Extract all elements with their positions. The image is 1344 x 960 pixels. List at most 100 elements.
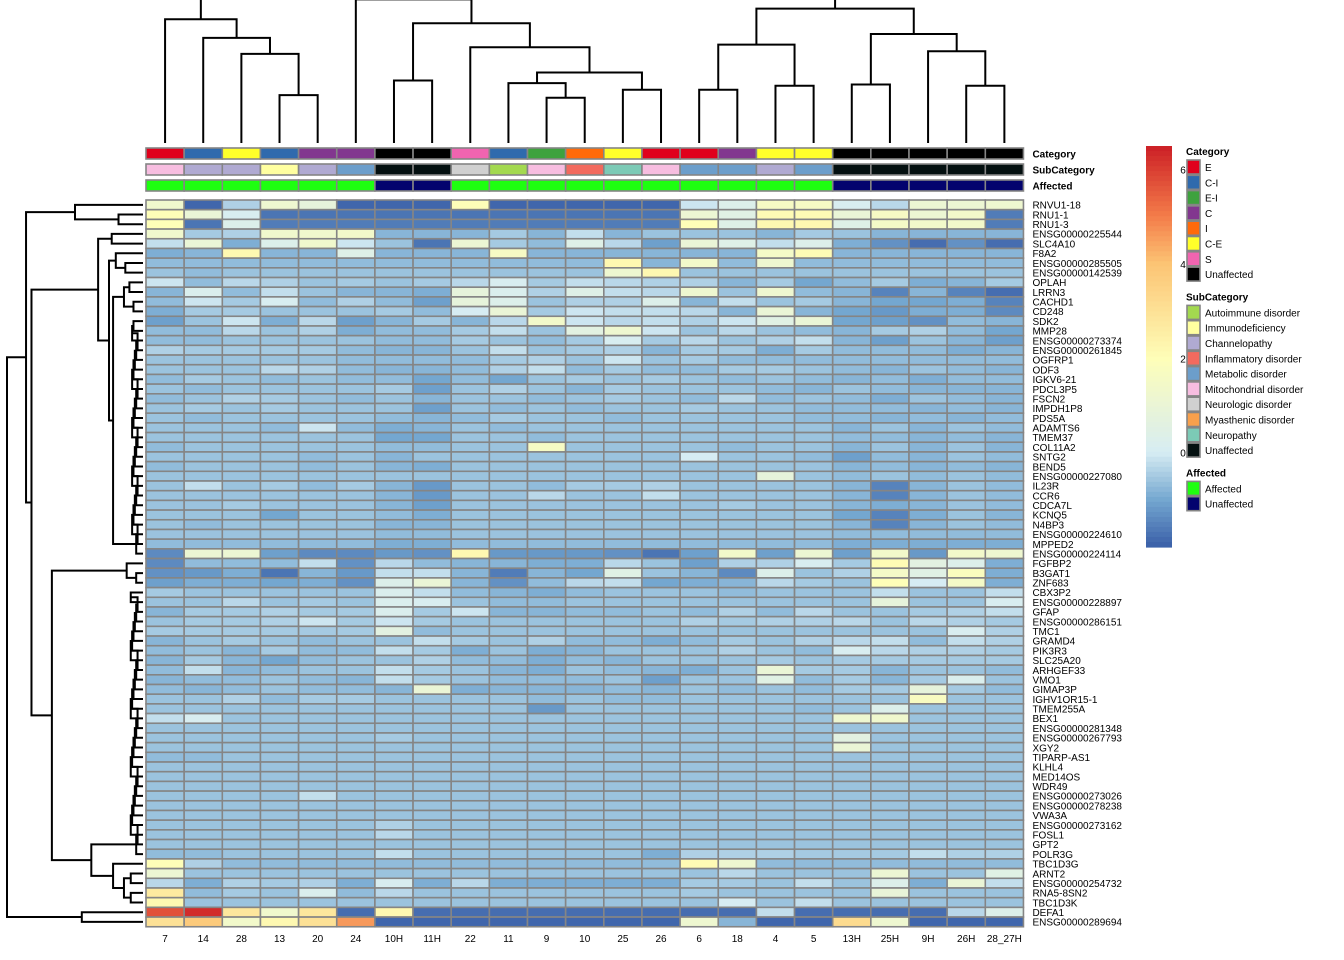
heatmap-cell (641, 567, 681, 579)
heatmap-cell (602, 838, 643, 851)
heatmap-cell (374, 208, 414, 221)
heatmap-cell (374, 509, 414, 521)
heatmap-cell (297, 509, 338, 521)
heatmap-cell (793, 799, 834, 812)
heatmap-cell (870, 538, 910, 550)
heatmap-cell (450, 790, 491, 802)
heatmap-cell (679, 412, 720, 424)
heatmap-cell (335, 267, 376, 279)
annotation-cell (221, 179, 262, 192)
heatmap-cell (412, 460, 452, 473)
heatmap-cell (526, 257, 567, 269)
heatmap-cell (946, 858, 987, 870)
heatmap-cell (297, 615, 338, 628)
heatmap-cell (526, 402, 567, 414)
heatmap-cell (908, 208, 948, 221)
heatmap-cell (450, 867, 491, 880)
heatmap-cell (145, 208, 185, 221)
heatmap-cell (488, 247, 529, 259)
heatmap-cell (870, 228, 910, 240)
heatmap-cell (297, 683, 338, 695)
heatmap-cell (984, 596, 1025, 608)
heatmap-cells (145, 199, 1025, 928)
heatmap-cell (221, 838, 262, 851)
heatmap-cell (488, 906, 529, 918)
heatmap-cell (221, 431, 262, 444)
heatmap-cell (755, 305, 796, 318)
heatmap-cell (831, 412, 872, 424)
color-scale-segment (1146, 521, 1172, 528)
annotation-cell (488, 179, 529, 192)
heatmap-cell (374, 635, 414, 647)
heatmap-cell (946, 674, 987, 686)
heatmap-cell (564, 208, 605, 221)
heatmap-cell (526, 354, 567, 366)
heatmap-cell (335, 538, 376, 550)
heatmap-cell (183, 296, 224, 308)
heatmap-cell (374, 674, 414, 686)
annotation-cell (335, 179, 376, 192)
heatmap-cell (259, 412, 300, 424)
heatmap-cell (412, 218, 452, 230)
heatmap-cell (297, 809, 338, 821)
heatmap-cell (793, 528, 834, 540)
heatmap-cell (374, 296, 414, 308)
heatmap-cell (908, 625, 948, 637)
dendrogram-branch (536, 71, 643, 90)
heatmap-cell (755, 470, 796, 482)
heatmap-cell (564, 373, 605, 385)
annotation-cell (755, 163, 796, 176)
heatmap-cell (297, 412, 338, 424)
heatmap-cell (831, 577, 872, 589)
heatmap-cell (488, 615, 529, 628)
heatmap-cell (488, 325, 529, 337)
heatmap-cell (717, 276, 758, 289)
heatmap-cell (145, 557, 185, 570)
heatmap-cell (870, 906, 910, 918)
dendrogram-branch (122, 877, 131, 899)
heatmap-cell (450, 548, 491, 560)
heatmap-cell (602, 674, 643, 686)
heatmap-cell (450, 296, 491, 308)
heatmap-cell (679, 761, 720, 773)
heatmap-cell (602, 373, 643, 385)
row-label: MED14OS (1032, 772, 1080, 783)
heatmap-cell (374, 838, 414, 851)
heatmap-cell (297, 247, 338, 259)
heatmap-cell (450, 528, 491, 540)
row-label: ENSG00000224114 (1032, 549, 1121, 560)
heatmap-cell (641, 489, 681, 502)
heatmap-cell (679, 838, 720, 851)
heatmap-cell (335, 693, 376, 705)
heatmap-cell (259, 354, 300, 366)
heatmap-cell (870, 664, 910, 676)
heatmap-cell (793, 896, 834, 909)
heatmap-cell (641, 286, 681, 298)
heatmap-cell (602, 693, 643, 705)
heatmap-cell (221, 732, 262, 744)
dendrogram-branch (117, 213, 143, 226)
heatmap-cell (488, 286, 529, 298)
heatmap-cell (145, 683, 185, 695)
heatmap-cell (793, 247, 834, 259)
heatmap-cell (602, 858, 643, 870)
heatmap-cell (602, 615, 643, 628)
heatmap-cell (221, 247, 262, 259)
heatmap-cell (870, 606, 910, 618)
heatmap-cell (755, 916, 796, 928)
heatmap-cell (984, 644, 1025, 657)
heatmap-cell (831, 819, 872, 831)
heatmap-cell (297, 470, 338, 482)
heatmap-cell (831, 518, 872, 531)
heatmap-cell (717, 412, 758, 424)
color-scale-segment (1146, 461, 1172, 468)
heatmap-cell (450, 557, 491, 570)
color-scale-segment (1146, 246, 1172, 252)
color-scale-segment (1146, 156, 1172, 162)
heatmap-cell (374, 741, 414, 754)
heatmap-cell (259, 509, 300, 521)
heatmap-cell (717, 829, 758, 841)
heatmap-cell (641, 577, 681, 589)
heatmap-cell (221, 790, 262, 802)
heatmap-cell (488, 577, 529, 589)
